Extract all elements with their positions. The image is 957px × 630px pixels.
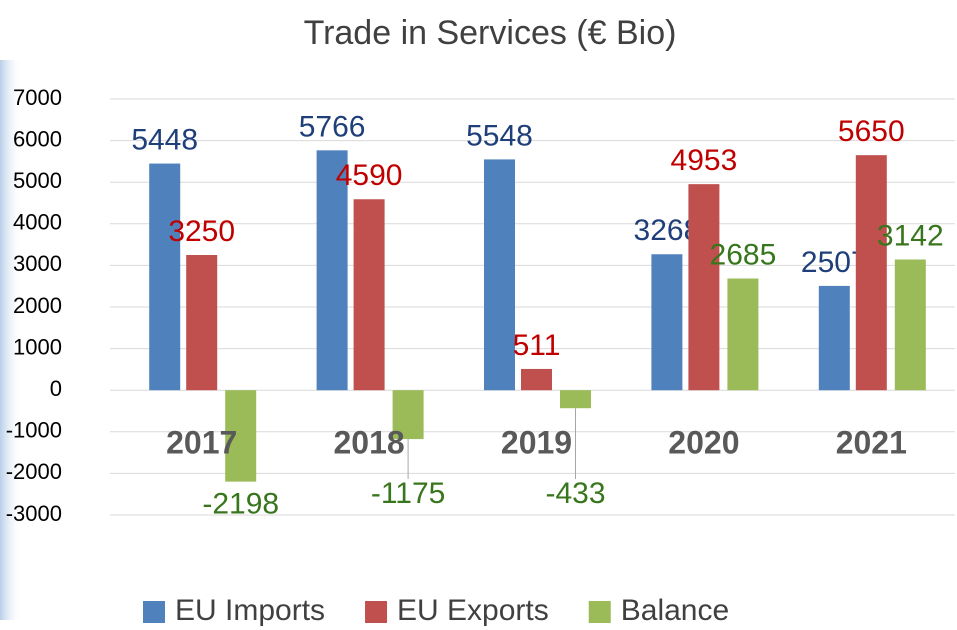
data-label: -2198	[202, 488, 279, 521]
legend-label: EU Exports	[397, 594, 549, 627]
y-tick-label: -2000	[6, 459, 62, 484]
data-label: 5548	[466, 119, 533, 152]
data-label: -433	[545, 477, 605, 510]
data-label: -1175	[371, 477, 446, 510]
x-tick-label: 2017	[166, 424, 237, 460]
y-tick-label: 0	[50, 376, 62, 401]
legend-swatch	[365, 601, 388, 623]
data-label: 5650	[838, 115, 905, 148]
legend-swatch	[143, 601, 165, 623]
legend-label: Balance	[621, 594, 729, 627]
background-edge	[0, 60, 22, 620]
bar	[894, 259, 926, 391]
bar	[651, 254, 683, 391]
y-tick-label: -3000	[6, 501, 62, 526]
bar	[560, 390, 591, 409]
y-tick-label: 7000	[13, 85, 62, 110]
y-tick-label: 5000	[13, 168, 62, 193]
bar	[186, 255, 218, 391]
bar	[727, 278, 759, 391]
bar	[392, 390, 424, 440]
data-label: 4590	[336, 159, 403, 192]
bar	[855, 155, 887, 391]
data-label: 3142	[877, 219, 944, 252]
x-tick-label: 2019	[501, 424, 572, 460]
y-tick-label: 1000	[13, 334, 62, 359]
y-tick-label: -1000	[6, 418, 62, 443]
bar	[484, 159, 515, 391]
bar	[521, 368, 552, 391]
y-tick-label: 3000	[13, 251, 62, 276]
x-tick-label: 2021	[836, 424, 907, 460]
bar	[225, 390, 257, 482]
chart-title: Trade in Services (€ Bio)	[304, 14, 677, 52]
legend-label: EU Imports	[175, 594, 325, 627]
data-label: 5448	[131, 123, 198, 156]
data-label: 511	[513, 329, 561, 362]
bar	[316, 150, 348, 391]
legend-swatch	[588, 601, 611, 623]
data-label: 4953	[671, 144, 738, 177]
bar	[353, 199, 385, 391]
data-label: 5766	[299, 110, 366, 143]
data-label: 2685	[710, 238, 777, 271]
x-tick-label: 2020	[668, 424, 739, 460]
y-tick-label: 6000	[13, 126, 62, 151]
data-label: 3250	[168, 215, 235, 248]
bar	[149, 163, 181, 391]
bar	[688, 184, 720, 391]
bar	[818, 285, 850, 391]
y-tick-label: 4000	[13, 210, 62, 235]
y-tick-label: 2000	[13, 293, 62, 318]
x-tick-label: 2018	[334, 424, 405, 460]
